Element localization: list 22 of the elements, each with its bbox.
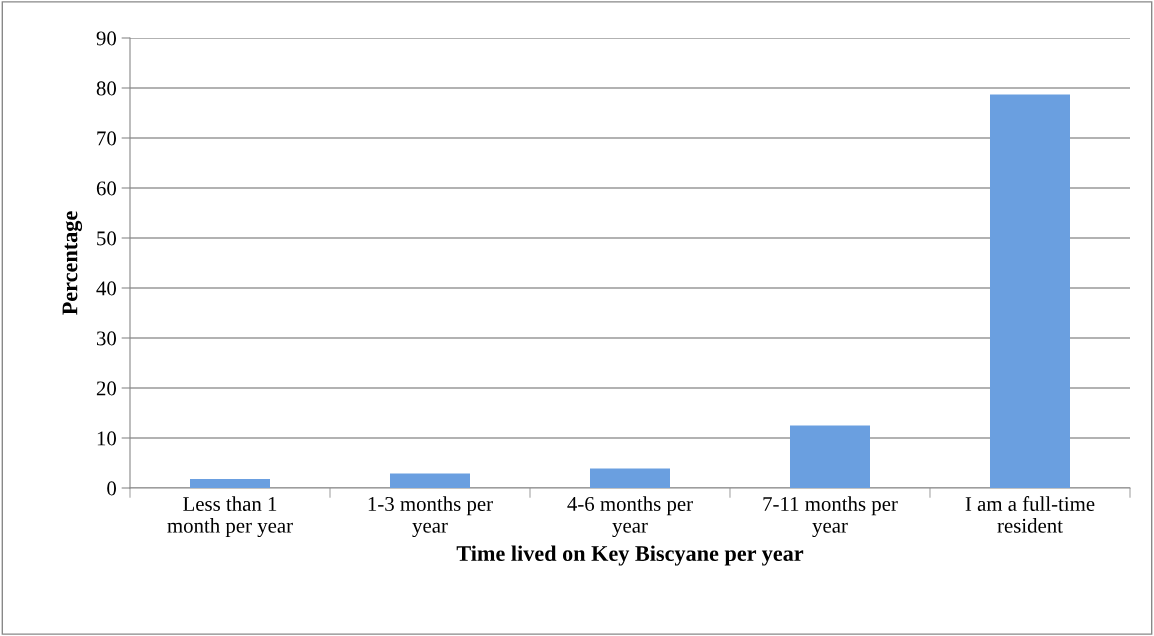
x-tick-label: 7-11 months per year (763, 496, 898, 538)
y-tick-label: 90 (96, 31, 117, 46)
bar (190, 479, 270, 488)
y-tick-label: 50 (97, 231, 117, 246)
y-tick-label: 70 (97, 131, 117, 146)
x-tick-label: 1-3 months per year (368, 496, 493, 538)
y-tick-label: 20 (96, 381, 117, 396)
bar (990, 94, 1070, 488)
y-tick-label: 0 (107, 481, 117, 496)
y-tick-label: 40 (96, 281, 117, 296)
x-tick-label: 4-6 months per year (567, 496, 693, 538)
bar (790, 425, 870, 488)
bar (390, 473, 470, 488)
y-tick-label: 30 (96, 331, 117, 346)
y-tick-label: 60 (96, 181, 117, 196)
x-tick-label: I am a full-time resident (965, 496, 1095, 533)
x-axis-title: Time lived on Key Biscyane per year (456, 545, 804, 566)
x-tick-label: Less than 1 month per year (167, 496, 293, 538)
bar (590, 468, 670, 488)
y-axis-title: Percentage (62, 211, 83, 315)
y-tick-label: 10 (97, 431, 117, 446)
y-tick-label: 80 (96, 81, 117, 96)
